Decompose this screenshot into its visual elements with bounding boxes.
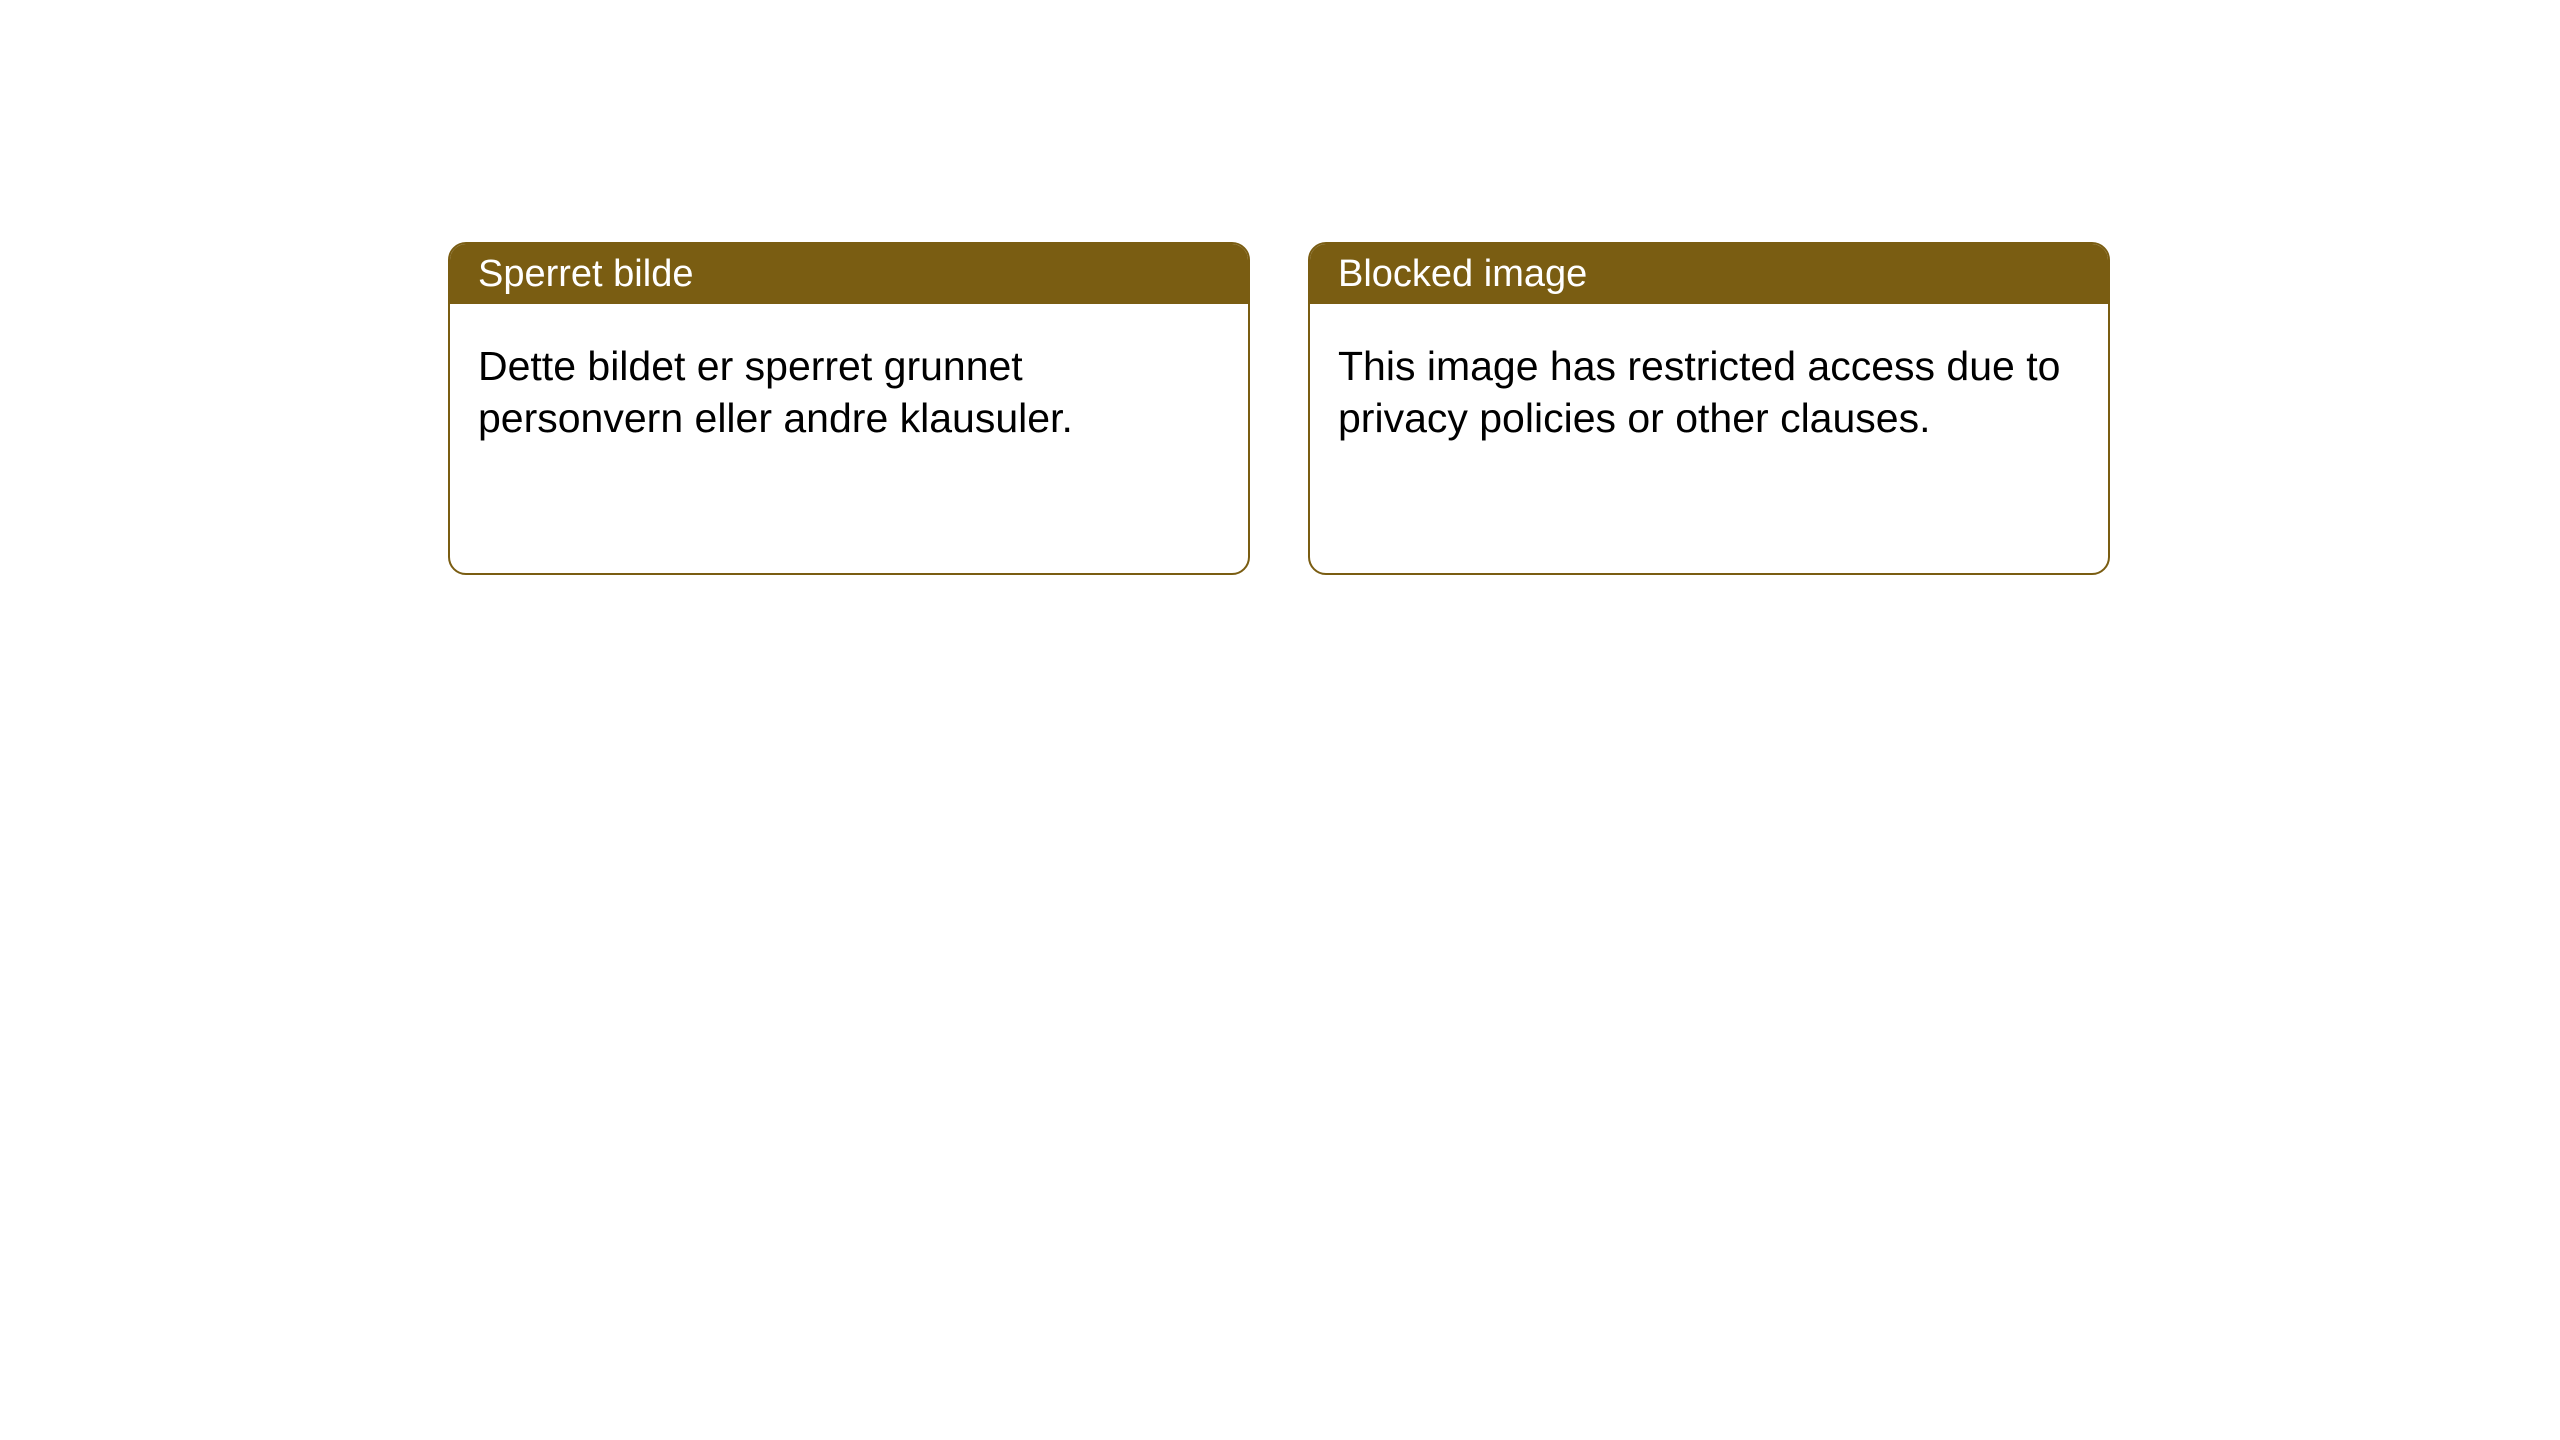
notice-card-english: Blocked image This image has restricted … [1308,242,2110,575]
card-body-text: This image has restricted access due to … [1338,343,2060,441]
notice-cards-container: Sperret bilde Dette bildet er sperret gr… [448,242,2110,575]
card-body-text: Dette bildet er sperret grunnet personve… [478,343,1073,441]
card-title: Sperret bilde [478,253,693,296]
card-body: This image has restricted access due to … [1310,304,2108,464]
card-title: Blocked image [1338,253,1587,296]
notice-card-norwegian: Sperret bilde Dette bildet er sperret gr… [448,242,1250,575]
card-body: Dette bildet er sperret grunnet personve… [450,304,1248,464]
card-header: Sperret bilde [450,244,1248,304]
card-header: Blocked image [1310,244,2108,304]
